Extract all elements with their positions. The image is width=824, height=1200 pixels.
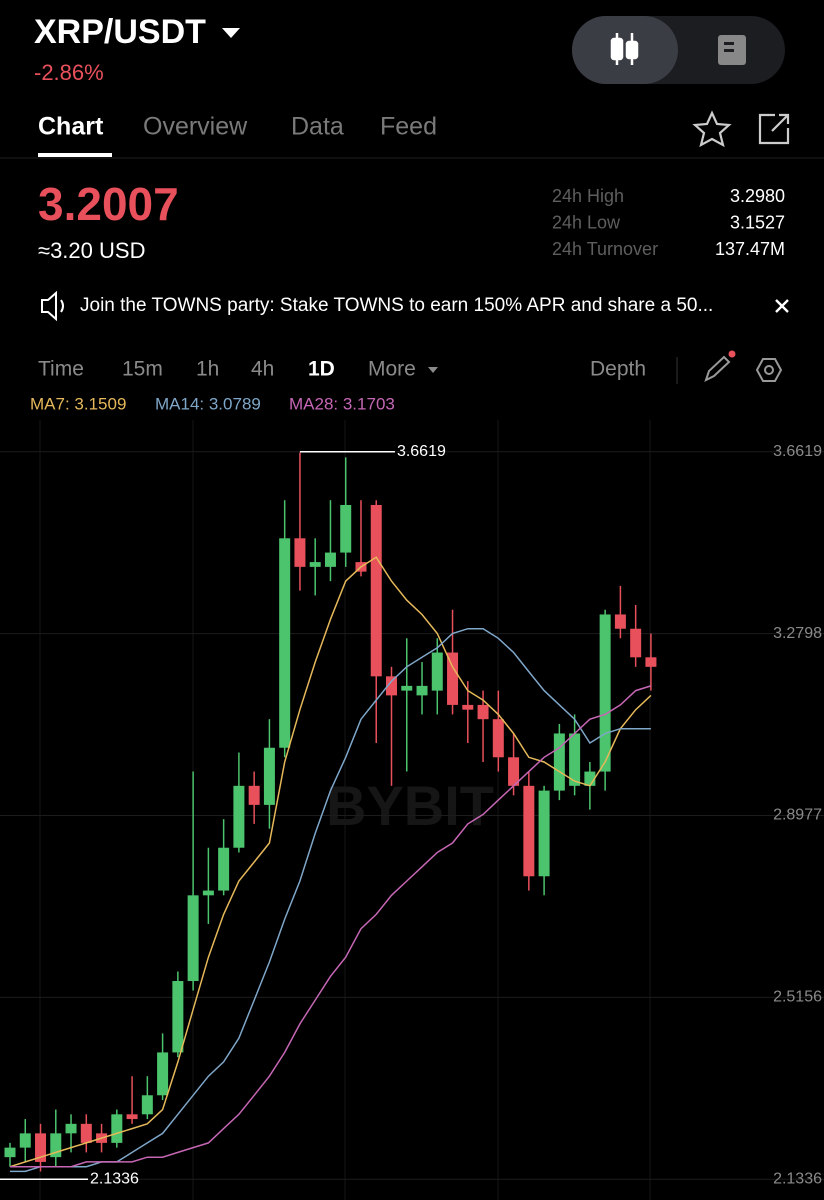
candle-body [538,790,550,877]
pair-dropdown[interactable] [222,28,240,38]
candle-body [324,552,336,567]
candle-body [4,1147,16,1158]
favorite-icon[interactable] [692,110,732,148]
candle-body [141,1095,153,1115]
candle-body [477,704,489,720]
y-tick-label: 2.8977 [773,807,822,824]
candle-body [416,685,428,696]
candle-body [279,538,291,748]
stat-value: 3.2980 [730,186,785,206]
timeframe[interactable]: More [368,358,416,381]
stat-value: 137.47M [715,239,785,259]
low-marker-label: 2.1336 [90,1170,139,1187]
share-icon[interactable] [758,113,790,145]
ma-label: MA7: 3.1509 [30,394,126,413]
stat-label: 24h Turnover [552,239,658,259]
timeframe[interactable]: 1h [196,358,219,381]
ma-label: MA14: 3.0789 [155,394,261,413]
candle-body [80,1123,92,1143]
candle-body [202,890,214,896]
watermark: BYBIT [326,774,494,837]
candle-body [309,562,321,567]
candle-body [614,614,626,629]
stat-label: 24h High [552,186,624,206]
tab[interactable]: Feed [380,113,437,141]
timeframe[interactable]: Time [38,358,84,381]
candle-body [508,757,520,786]
candle-body [462,704,474,710]
close-icon[interactable] [775,299,789,313]
draw-icon[interactable] [704,355,731,382]
candle-icon [610,33,639,65]
candle-body [263,747,275,805]
candle-body [569,733,581,786]
y-tick-label: 3.6619 [773,443,822,460]
candle-body [340,504,352,553]
candle-body [187,895,199,982]
candle-body [19,1133,31,1148]
tab[interactable]: Chart [38,113,104,141]
draw-dot [728,350,736,358]
candle-body [492,719,504,758]
candle-body [431,652,443,691]
tab-underline [38,153,112,157]
speaker-icon [41,290,64,322]
candle-body [50,1133,62,1158]
more-caret [428,367,438,373]
toggle-chart[interactable] [572,16,678,84]
candle-body [599,614,611,772]
announcement[interactable]: Join the TOWNS party: Stake TOWNS to ear… [80,295,713,316]
candle-body [65,1123,77,1134]
change: -2.86% [34,60,104,85]
candle-body [370,504,382,677]
high-marker-label: 3.6619 [397,443,446,460]
candle-body [386,676,397,696]
last-price: 3.2007 [38,178,179,230]
candle-body [584,771,596,786]
timeframe[interactable]: 1D [308,358,335,381]
candle-body [157,1052,169,1096]
candle-body [35,1133,47,1162]
stat-label: 24h Low [552,212,621,232]
toggle-info[interactable] [718,35,746,65]
y-tick-label: 2.1336 [773,1170,822,1187]
pair-title[interactable]: XRP/USDT [34,13,206,51]
chart: BYBIT 2.1336 2.5156 2.8977 3.2798 3.6619 3.661… [0,420,824,1200]
price-usd: ≈3.20 USD [38,238,145,263]
ma-label: MA28: 3.1703 [289,394,395,413]
candle-body [111,1114,123,1143]
candle-body [401,685,413,691]
tab[interactable]: Data [291,113,344,141]
candle-body [126,1114,138,1120]
timeframe[interactable]: 15m [122,358,163,381]
depth[interactable]: Depth [590,358,646,381]
ma-line [10,685,652,1168]
candle-body [233,785,245,848]
candle-body [172,981,184,1053]
settings-icon[interactable] [755,358,783,382]
candle-body [553,733,565,791]
candle-body [523,785,535,877]
ma-line [9,556,652,1168]
stat-value: 3.1527 [730,212,785,232]
candle-body [447,652,459,705]
candle-body [248,785,260,805]
candle-body [294,538,306,567]
tab[interactable]: Overview [143,113,248,141]
timeframe[interactable]: 4h [251,358,274,381]
candle-body [218,847,230,891]
candle-body [645,657,657,667]
y-tick-label: 2.5156 [773,989,822,1006]
y-tick-label: 3.2798 [773,625,822,642]
candle-body [630,628,642,658]
